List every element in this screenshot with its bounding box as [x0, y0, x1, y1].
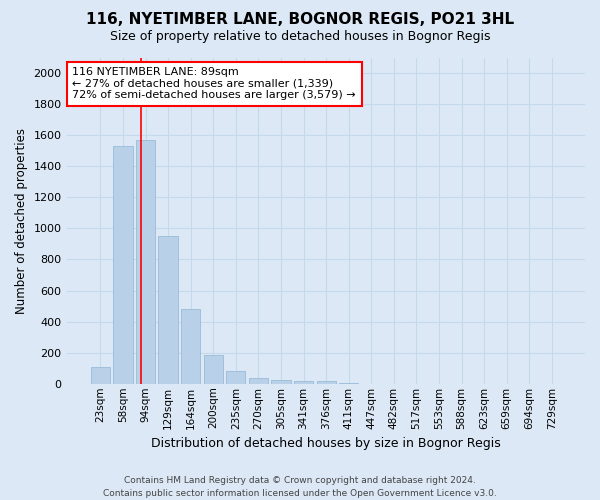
X-axis label: Distribution of detached houses by size in Bognor Regis: Distribution of detached houses by size … [151, 437, 501, 450]
Text: 116, NYETIMBER LANE, BOGNOR REGIS, PO21 3HL: 116, NYETIMBER LANE, BOGNOR REGIS, PO21 … [86, 12, 514, 28]
Bar [181, 309, 200, 384]
Bar [339, 383, 358, 384]
Bar [226, 370, 245, 384]
Bar [91, 368, 110, 384]
Text: 116 NYETIMBER LANE: 89sqm
← 27% of detached houses are smaller (1,339)
72% of se: 116 NYETIMBER LANE: 89sqm ← 27% of detac… [73, 68, 356, 100]
Bar [203, 355, 223, 384]
Y-axis label: Number of detached properties: Number of detached properties [15, 128, 28, 314]
Bar [136, 140, 155, 384]
Bar [294, 382, 313, 384]
Bar [158, 236, 178, 384]
Bar [271, 380, 290, 384]
Text: Contains HM Land Registry data © Crown copyright and database right 2024.
Contai: Contains HM Land Registry data © Crown c… [103, 476, 497, 498]
Text: Size of property relative to detached houses in Bognor Regis: Size of property relative to detached ho… [110, 30, 490, 43]
Bar [317, 382, 336, 384]
Bar [249, 378, 268, 384]
Bar [113, 146, 133, 384]
